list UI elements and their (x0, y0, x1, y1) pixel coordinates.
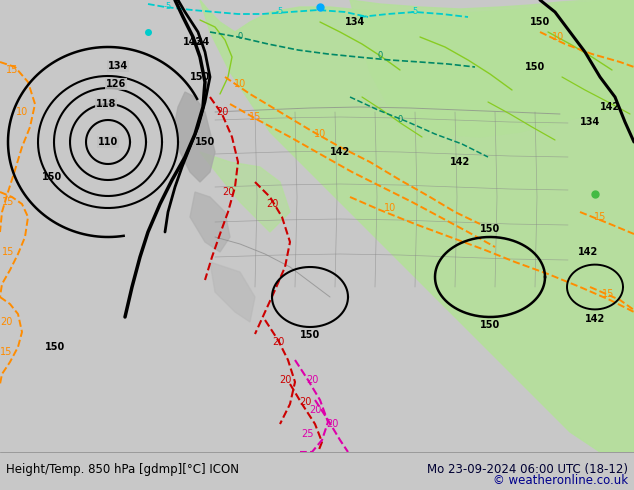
Text: 150: 150 (480, 224, 500, 234)
Polygon shape (200, 0, 634, 452)
Text: 134: 134 (580, 117, 600, 127)
Text: 126: 126 (106, 79, 126, 89)
Text: 134: 134 (108, 61, 128, 71)
Text: 20: 20 (216, 107, 228, 117)
Text: 118: 118 (96, 99, 116, 109)
Text: 15: 15 (6, 65, 18, 75)
Text: 0: 0 (377, 51, 383, 60)
Text: 15: 15 (2, 197, 14, 207)
Text: 10: 10 (314, 129, 326, 139)
Text: 15: 15 (0, 347, 12, 357)
Text: © weatheronline.co.uk: © weatheronline.co.uk (493, 474, 628, 487)
Text: 20: 20 (272, 337, 284, 347)
Text: 142: 142 (183, 37, 203, 47)
Text: 20: 20 (222, 187, 234, 197)
Text: 150: 150 (530, 17, 550, 27)
Polygon shape (200, 152, 290, 232)
Text: Mo 23-09-2024 06:00 UTC (18-12): Mo 23-09-2024 06:00 UTC (18-12) (427, 463, 628, 476)
Text: 150: 150 (300, 330, 320, 340)
Text: 20: 20 (326, 419, 338, 429)
Text: 150: 150 (525, 62, 545, 72)
Text: 134: 134 (345, 17, 365, 27)
Text: 20: 20 (279, 375, 291, 385)
Text: 150: 150 (45, 342, 65, 352)
Text: 10: 10 (384, 203, 396, 213)
Text: 142: 142 (330, 147, 350, 157)
Polygon shape (350, 0, 634, 137)
Text: 15: 15 (2, 247, 14, 257)
Text: 150: 150 (480, 320, 500, 330)
Text: 142: 142 (585, 314, 605, 324)
Text: 10: 10 (16, 107, 28, 117)
Text: 20: 20 (0, 317, 12, 327)
Text: -5: -5 (276, 7, 284, 17)
Text: -5: -5 (164, 2, 172, 11)
Text: 150: 150 (195, 137, 215, 147)
Text: 15: 15 (249, 112, 261, 122)
Polygon shape (190, 192, 230, 252)
Polygon shape (210, 262, 255, 322)
Text: 15: 15 (594, 212, 606, 222)
Text: 110: 110 (98, 137, 118, 147)
Text: 15: 15 (602, 289, 614, 299)
Text: 20: 20 (299, 397, 311, 407)
Text: 20: 20 (306, 375, 318, 385)
Text: 142: 142 (578, 247, 598, 257)
Text: 20: 20 (309, 405, 321, 415)
Text: -5: -5 (411, 7, 419, 17)
Text: 10: 10 (234, 79, 246, 89)
Text: 134: 134 (190, 37, 210, 47)
Text: 142: 142 (450, 157, 470, 167)
Text: 10: 10 (552, 32, 564, 42)
Text: 150: 150 (42, 172, 62, 182)
Text: 20: 20 (266, 199, 278, 209)
Text: 142: 142 (600, 102, 620, 112)
Polygon shape (175, 92, 215, 182)
Text: 150: 150 (190, 72, 210, 82)
Text: 25: 25 (302, 429, 314, 439)
Text: 0: 0 (237, 32, 243, 42)
Text: 0: 0 (398, 116, 403, 124)
Text: Height/Temp. 850 hPa [gdmp][°C] ICON: Height/Temp. 850 hPa [gdmp][°C] ICON (6, 463, 240, 476)
